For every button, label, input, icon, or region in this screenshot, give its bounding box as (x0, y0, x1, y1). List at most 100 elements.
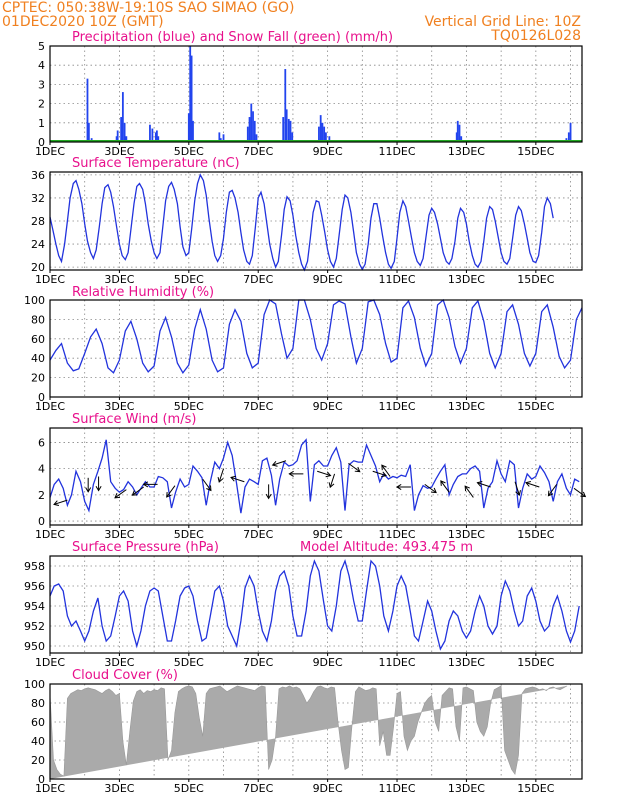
x-tick-label: 1DEC (35, 400, 65, 413)
model-altitude: Model Altitude: 493.475 m (300, 540, 473, 555)
y-tick-label: 2 (38, 98, 45, 111)
x-tick-label: 9DEC (313, 145, 343, 158)
x-tick-label: 7DEC (243, 656, 273, 669)
precipitation-bar (151, 128, 154, 142)
wind-vector-arrowhead (53, 500, 60, 507)
wind-vector-arrow (329, 473, 336, 488)
precipitation-bar (192, 120, 194, 142)
precipitation-bar (87, 122, 90, 142)
precipitation-bar (289, 120, 292, 142)
y-tick-label: 2 (38, 489, 45, 502)
x-tick-label: 13DEC (448, 656, 485, 669)
panel-precipitation: Precipitation (blue) and Snow Fall (gree… (35, 30, 583, 158)
precipitation-bar (323, 126, 326, 142)
y-tick-label: 32 (31, 192, 45, 205)
precipitation-bar (218, 132, 221, 142)
wind-vector-arrow (166, 485, 176, 498)
x-tick-label: 9DEC (313, 273, 343, 286)
series-line (49, 298, 583, 374)
y-tick-label: 3 (38, 78, 45, 91)
x-tick-label: 7DEC (243, 782, 273, 795)
precipitation-bar (253, 120, 256, 142)
plot-frame (49, 45, 583, 143)
precipitation-bar (121, 92, 124, 142)
precipitation-bar (154, 132, 157, 142)
precipitation-bar (222, 134, 225, 142)
x-tick-label: 1DEC (35, 273, 65, 286)
y-tick-label: 80 (31, 697, 45, 710)
y-tick-label: 60 (31, 333, 45, 346)
x-tick-label: 13DEC (448, 145, 485, 158)
wind-vector-arrowhead (230, 475, 237, 482)
x-tick-label: 15DEC (517, 528, 554, 541)
wind-vector-arrowhead (431, 487, 437, 494)
panel-title: Surface Wind (m/s) (72, 412, 196, 427)
panel-temperature: Surface Temperature (nC) 20 24 28 32 36 1DEC 3… (31, 156, 583, 286)
x-tick-label: 3DEC (104, 528, 134, 541)
precipitation-bar (319, 115, 322, 142)
x-tick-label: 5DEC (174, 656, 204, 669)
y-tick-label: 40 (31, 735, 45, 748)
header-vertical-grid: Vertical Grid Line: 10Z (425, 14, 581, 30)
x-tick-label: 15DEC (517, 145, 554, 158)
wind-vector-arrowhead (217, 476, 224, 483)
wind-vector-arrowhead (271, 460, 278, 467)
precipitation-bar (120, 117, 123, 142)
plot-frame (49, 555, 583, 654)
x-tick-label: 1DEC (35, 528, 65, 541)
header-model-code: TQ0126L028 (490, 28, 581, 44)
y-tick-label: 950 (24, 640, 45, 653)
y-tick-label: 6 (38, 436, 45, 449)
x-tick-label: 7DEC (243, 273, 273, 286)
panel-title: Cloud Cover (%) (72, 668, 178, 683)
panel-title: Surface Temperature (nC) (72, 156, 240, 171)
x-tick-label: 1DEC (35, 145, 65, 158)
x-tick-label: 9DEC (313, 782, 343, 795)
precipitation-bar (155, 130, 158, 142)
series-line (49, 438, 580, 514)
x-tick-label: 5DEC (174, 273, 204, 286)
plot-frame (49, 171, 583, 271)
y-tick-label: 952 (24, 620, 45, 633)
x-tick-label: 15DEC (517, 782, 554, 795)
precipitation-bar (458, 124, 461, 142)
wind-vector-arrow (132, 486, 144, 496)
wind-vector-arrowhead (354, 466, 361, 473)
y-tick-label: 954 (24, 600, 45, 613)
precipitation-bar (149, 124, 151, 142)
y-tick-label: 28 (31, 215, 45, 228)
y-tick-label: 40 (31, 352, 45, 365)
precipitation-bar (455, 132, 458, 142)
x-tick-label: 13DEC (448, 400, 485, 413)
panel-pressure: Surface Pressure (hPa) Model Altitude: 4… (24, 540, 583, 669)
plot-frame (49, 427, 583, 526)
panel-title: Precipitation (blue) and Snow Fall (gree… (72, 30, 393, 45)
y-tick-label: 958 (24, 560, 45, 573)
precipitation-bar (157, 136, 160, 142)
wind-vector-arrow (272, 460, 287, 466)
x-tick-label: 3DEC (104, 656, 134, 669)
precipitation-bar (123, 122, 126, 142)
y-tick-label: 100 (24, 678, 45, 691)
wind-vector-arrowhead (515, 490, 521, 496)
precipitation-bar (190, 55, 193, 142)
wind-vector-arrow (202, 478, 212, 491)
wind-vector-arrow (477, 482, 491, 488)
x-tick-label: 7DEC (243, 528, 273, 541)
x-tick-label: 5DEC (174, 400, 204, 413)
x-tick-label: 11DEC (378, 656, 415, 669)
x-tick-label: 11DEC (378, 273, 415, 286)
header-station: CPTEC: 050:38W-19:10S SAO SIMAO (GO) (2, 0, 294, 16)
precipitation-bar (116, 130, 119, 142)
series-line (49, 559, 580, 651)
wind-vector-arrow (317, 470, 331, 477)
x-tick-label: 11DEC (378, 528, 415, 541)
x-tick-label: 13DEC (448, 273, 485, 286)
x-tick-label: 11DEC (378, 400, 415, 413)
x-tick-label: 13DEC (448, 528, 485, 541)
wind-vector-arrow (114, 489, 127, 499)
x-tick-label: 13DEC (448, 782, 485, 795)
x-tick-label: 3DEC (104, 782, 134, 795)
x-tick-label: 5DEC (174, 782, 204, 795)
